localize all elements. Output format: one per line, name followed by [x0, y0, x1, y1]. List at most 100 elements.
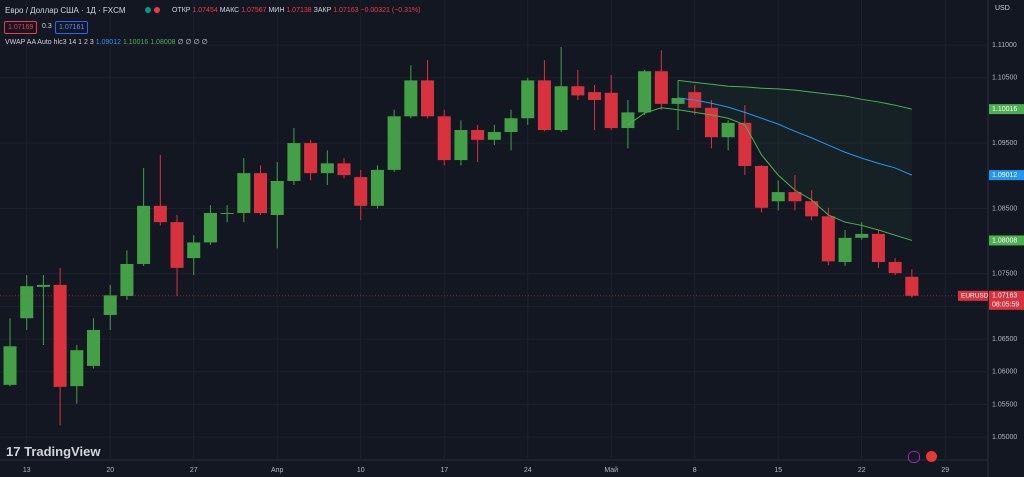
indicator-name: VWAP AA Auto hlc3 14 1 2 3 — [5, 39, 94, 46]
currency[interactable]: USD — [995, 5, 1010, 12]
x-tick-label: 13 — [23, 467, 31, 474]
indicator-line — [677, 79, 912, 110]
change: −0.00321 (−0.31%) — [360, 7, 421, 14]
close-value: 1.07163 — [333, 7, 359, 14]
event-dot[interactable] — [154, 7, 160, 13]
candle-body — [571, 86, 585, 96]
candle-body — [354, 177, 368, 206]
x-tick-label: 10 — [357, 467, 365, 474]
low-label: МИН — [268, 7, 285, 14]
market-status[interactable] — [145, 7, 151, 13]
candle-body — [137, 205, 151, 264]
y-tick-label: 1.06000 — [992, 369, 1017, 376]
y-tick-label: 1.06500 — [992, 336, 1017, 343]
candle-body — [905, 276, 919, 296]
x-tick-label: 29 — [941, 467, 949, 474]
indicator-line — [677, 97, 913, 176]
candle-body — [721, 122, 735, 138]
open-value: 1.07454 — [192, 7, 218, 14]
buy-button[interactable]: 1.07161 — [55, 21, 89, 34]
y-tick-label: 1.05500 — [992, 401, 1017, 408]
candle-body — [20, 286, 34, 319]
price-label: 1.07163 — [992, 293, 1017, 300]
symbol-label-bg — [958, 290, 988, 301]
candle-body — [70, 350, 84, 387]
indicator-legend[interactable]: VWAP AA Auto hlc3 14 1 2 3 1.09012 1.100… — [5, 38, 208, 48]
candle-body — [454, 130, 468, 161]
x-tick-label: 8 — [693, 467, 697, 474]
candle-body — [187, 242, 201, 259]
candle-body — [504, 118, 518, 132]
candle-body — [237, 173, 251, 214]
candle-body — [87, 329, 101, 366]
high-label: МАКС — [219, 7, 240, 14]
candle-body — [53, 284, 67, 387]
price-label: 1.08008 — [992, 237, 1017, 244]
candle-body — [638, 71, 652, 113]
low-value: 1.07138 — [286, 7, 312, 14]
price-label-bg — [989, 235, 1024, 246]
y-tick-label: 1.09500 — [992, 140, 1017, 147]
x-tick-label: Апр — [271, 467, 283, 474]
candle-body — [888, 262, 902, 274]
candle-body — [404, 80, 418, 117]
candle-body — [588, 92, 602, 100]
countdown: 08:05:59 — [992, 302, 1019, 309]
x-tick-label: Май — [604, 466, 618, 474]
candle-body — [370, 169, 384, 206]
candle-body — [337, 163, 351, 176]
candle-body — [654, 71, 668, 104]
high-value: 1.07567 — [241, 7, 267, 14]
candle-body — [387, 116, 401, 170]
candle-body — [471, 130, 485, 140]
candle-body — [871, 233, 885, 263]
candle-body — [704, 107, 718, 138]
candle-body — [821, 216, 835, 262]
y-tick-label: 1.05000 — [992, 434, 1017, 441]
price-label-bg — [989, 170, 1024, 181]
sell-button[interactable]: 1.07169 — [4, 21, 38, 34]
x-tick-label: 20 — [106, 467, 114, 474]
candle-body — [554, 86, 568, 131]
icon[interactable] — [926, 451, 937, 462]
x-tick-label: 27 — [190, 467, 198, 474]
symbol-title[interactable]: Евро / Доллар США · 1Д · FXCM — [5, 6, 126, 15]
indicator-value: 1.09012 — [95, 39, 121, 46]
indicator-extra: ∅ ∅ ∅ ∅ — [177, 39, 208, 46]
icon[interactable] — [908, 451, 920, 463]
candle-body — [604, 92, 618, 129]
candle-body — [270, 180, 284, 215]
candle-body — [36, 284, 50, 287]
logo-text: TradingView — [24, 444, 101, 459]
price-label: 1.09012 — [992, 172, 1017, 179]
candle-body — [537, 80, 551, 131]
candle-body — [320, 163, 334, 174]
candle-body — [671, 98, 685, 104]
indicator-value: 1.08008 — [150, 39, 176, 46]
spread: 0.3 — [42, 23, 52, 30]
candle-body — [521, 80, 535, 119]
price-label: 1.10016 — [992, 106, 1017, 113]
x-tick-label: 17 — [440, 467, 448, 474]
candle-body — [437, 116, 451, 161]
y-tick-label: 1.07500 — [992, 271, 1017, 278]
open-label: ОТКР — [172, 7, 191, 14]
indicator-value: 1.10016 — [122, 39, 149, 46]
logo[interactable]: 17 TradingView — [6, 444, 101, 459]
candle-body — [254, 173, 268, 214]
close-label: ЗАКР — [313, 7, 332, 14]
candle-body — [103, 295, 117, 315]
candle-body — [3, 346, 17, 385]
candle-body — [287, 143, 301, 181]
candle-body — [304, 143, 318, 174]
candle-body — [120, 263, 134, 296]
candle-body — [153, 205, 167, 223]
candle-body — [788, 192, 802, 202]
x-tick-label: 24 — [524, 467, 532, 474]
price-label-bg — [989, 104, 1024, 115]
candle-body — [855, 233, 869, 238]
ohlc: ОТКР 1.07454 МАКС 1.07567 МИН 1.07138 ЗА… — [172, 6, 420, 16]
candle-body — [755, 165, 769, 208]
